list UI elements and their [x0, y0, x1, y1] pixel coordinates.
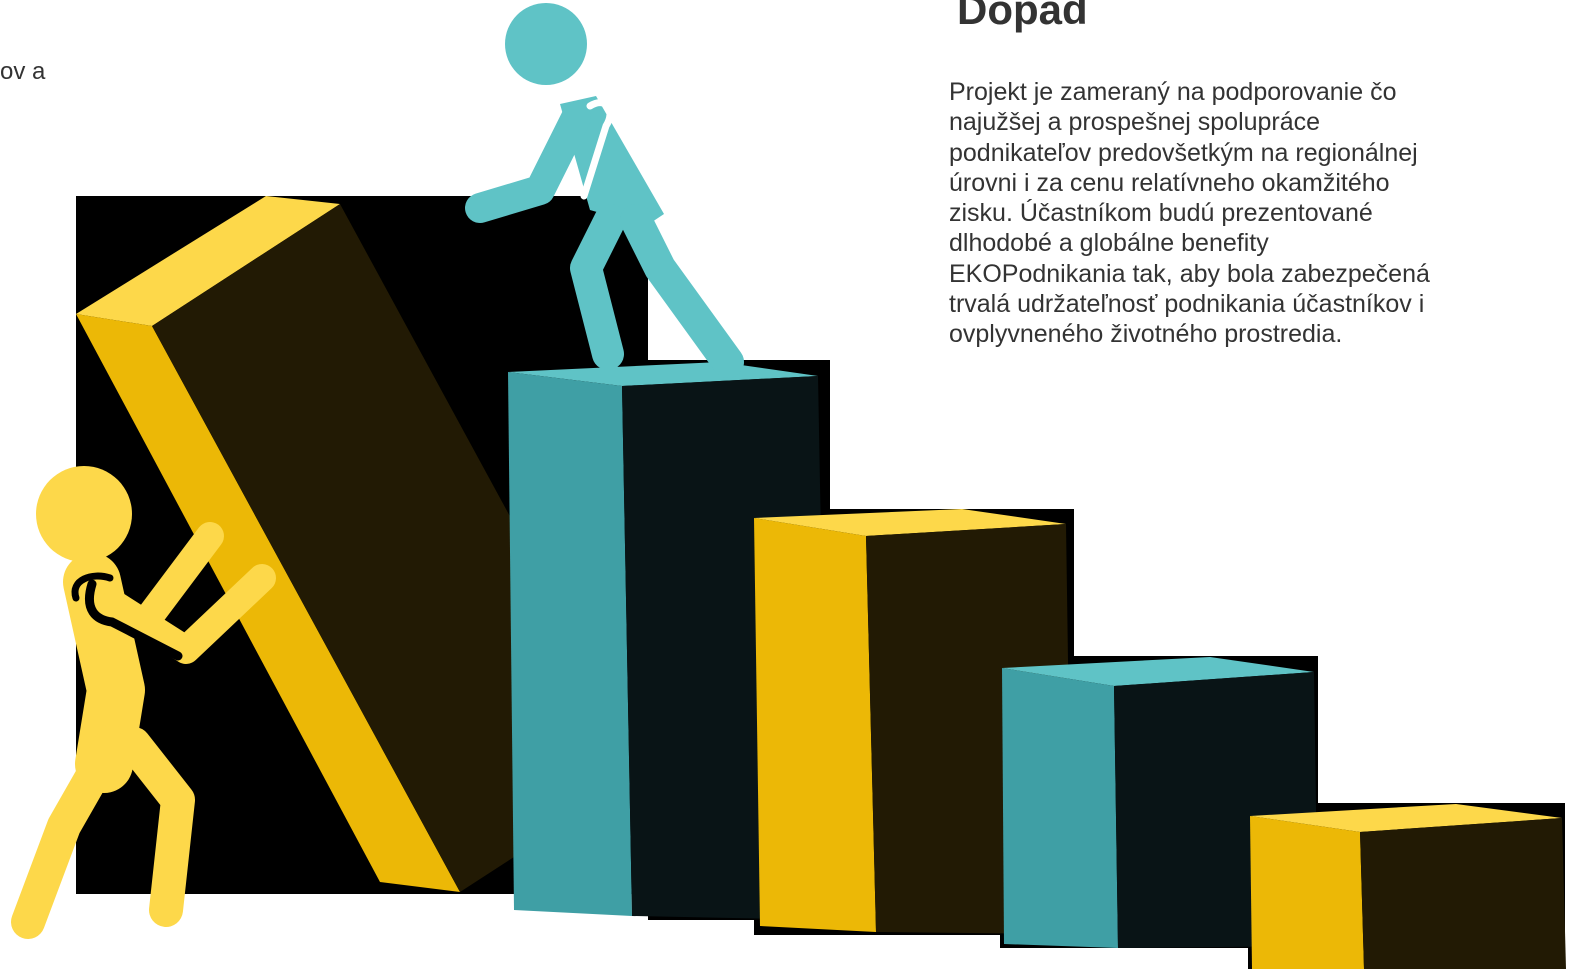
person-pushing-block-icon	[11, 466, 276, 939]
yellow-last-block	[1250, 804, 1566, 969]
section-heading: Dopad	[957, 0, 1088, 33]
paragraph-line: dlhodobé a globálne benefity	[949, 229, 1269, 258]
paragraph-line: najužšej a prospešnej spolupráce	[949, 108, 1321, 137]
impact-paragraph: Projekt je zameraný na podporovanie čo n…	[949, 77, 1574, 350]
paragraph-line: ovplyvneného životného prostredia.	[949, 320, 1343, 349]
paragraph-line: zisku. Účastníkom budú prezentované	[949, 199, 1373, 228]
paragraph-line: podnikateľov predovšetkým na regionálnej	[949, 138, 1418, 167]
paragraph-line: trvalá udržateľnosť podnikania účastníko…	[949, 290, 1425, 319]
cut-off-text-fragment: ov a	[0, 58, 46, 85]
tall-teal-block	[508, 362, 828, 920]
paragraph-line: Projekt je zameraný na podporovanie čo	[949, 78, 1397, 106]
paragraph-line: EKOPodnikania tak, aby bola zabezpečená	[949, 259, 1430, 288]
person-climbing-steps-icon	[465, 3, 744, 378]
paragraph-line: úrovni i za cenu relatívneho okamžitého	[949, 168, 1390, 197]
